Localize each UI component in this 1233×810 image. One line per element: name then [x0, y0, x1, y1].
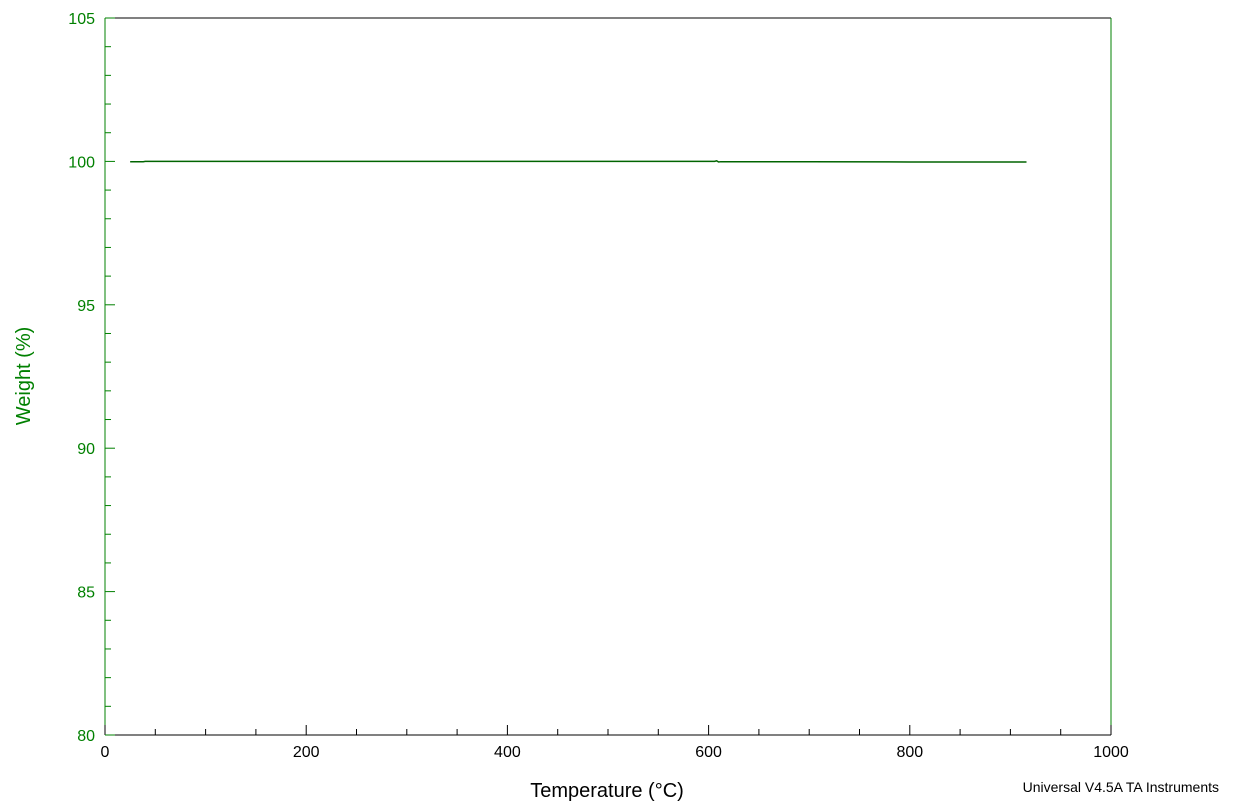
x-tick-label: 800 [896, 744, 923, 761]
y-tick-label: 90 [77, 441, 95, 458]
software-credit: Universal V4.5A TA Instruments [1023, 779, 1219, 795]
y-tick-label: 105 [68, 11, 95, 28]
y-axis-title: Weight (%) [13, 327, 35, 426]
x-tick-label: 200 [293, 744, 320, 761]
series-layer [130, 160, 1027, 163]
y-axis: 80 85 90 95 100 105 [68, 11, 115, 745]
x-tick-label: 1000 [1093, 744, 1129, 761]
y-tick-label: 95 [77, 298, 95, 315]
y-tick-label: 100 [68, 154, 95, 171]
weight-curve [130, 160, 1027, 163]
y-tick-label: 80 [77, 728, 95, 745]
x-tick-label: 400 [494, 744, 521, 761]
x-axis: 0 200 400 600 800 1000 [101, 725, 1129, 761]
x-tick-label: 600 [695, 744, 722, 761]
plot-frame [104, 17, 1112, 736]
y-tick-label: 85 [77, 585, 95, 602]
x-tick-label: 0 [101, 744, 110, 761]
x-axis-title: Temperature (°C) [530, 780, 684, 802]
